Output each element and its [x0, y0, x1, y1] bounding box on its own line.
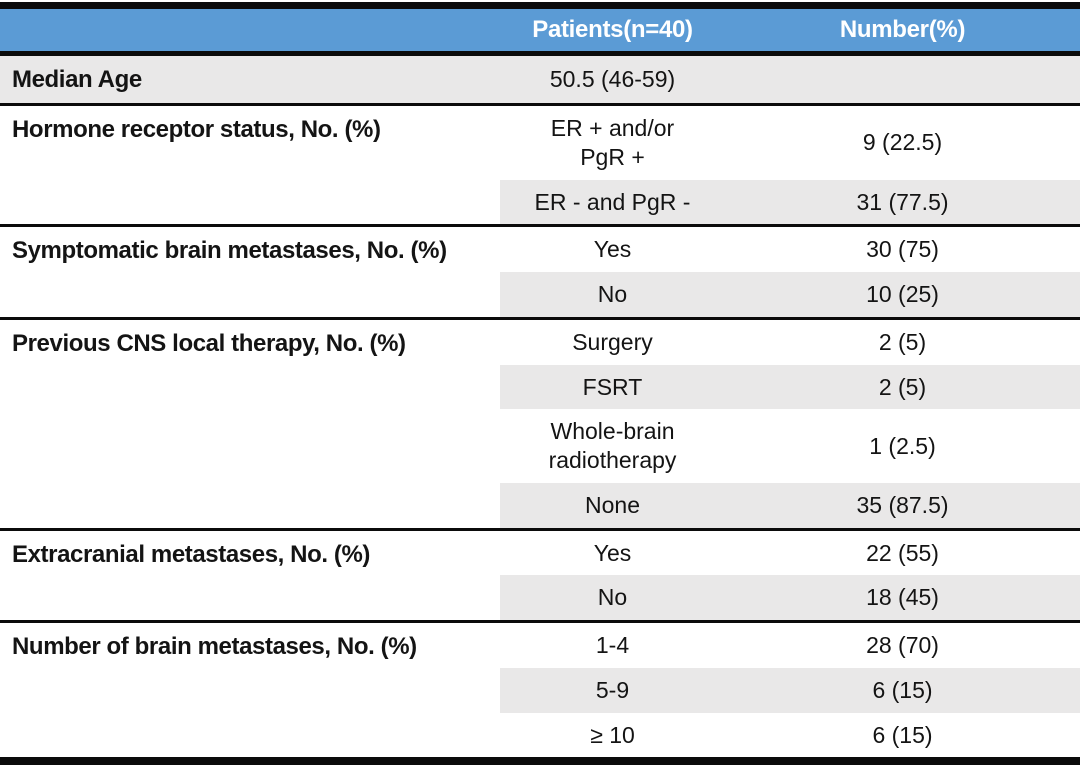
row-value: No — [500, 575, 725, 622]
row-value: Whole-brain radiotherapy — [548, 418, 677, 473]
row-value: ER - and PgR - — [500, 179, 725, 226]
row-value: Surgery — [500, 316, 725, 365]
row-number: 30 (75) — [725, 224, 1080, 272]
row-number: 2 (5) — [725, 316, 1080, 365]
table-row: None 35 (87.5) — [0, 482, 1080, 529]
table-row: Previous CNS local therapy, No. (%) Surge… — [0, 316, 1080, 529]
row-value: ER + and/or PgR + — [500, 103, 725, 180]
row-value: FSRT — [500, 364, 725, 410]
table-row: Whole-brain radiotherapy 1 (2.5) — [0, 409, 1080, 483]
section-label: Number of brain metastases, No. (%) — [0, 620, 500, 762]
row-number: 6 (15) — [872, 721, 933, 748]
table-row: No 10 (25) — [0, 272, 1080, 319]
row-value: 50.5 (46-59) — [500, 52, 725, 105]
row-number: 1 (2.5) — [869, 432, 936, 459]
section-label: Symptomatic brain metastases, No. (%) — [0, 224, 500, 319]
section-label: Previous CNS local therapy, No. (%) — [0, 316, 500, 529]
row-number — [725, 52, 1080, 105]
table-row: Median Age 50.5 (46-59) — [0, 52, 1080, 105]
row-number: 28 (70) — [725, 619, 1080, 668]
row-number: 2 (5) — [725, 364, 1080, 410]
table-row: Symptomatic brain metastases, No. (%) Yes… — [0, 224, 1080, 319]
table-header: Patients(n=40) Number(%) — [0, 5, 1080, 56]
row-number: 22 (55) — [725, 527, 1080, 576]
table-row: Extracranial metastases, No. (%) Yes 22 (5… — [0, 527, 1080, 622]
row-number: 35 (87.5) — [725, 482, 1080, 529]
patient-characteristics-table: Patients(n=40) Number(%) Median Age 50.5 … — [0, 2, 1080, 766]
table-row: FSRT 2 (5) — [0, 364, 1080, 410]
table-row: Number of brain metastases, No. (%) 1-4 28… — [0, 619, 1080, 762]
section-label: Extracranial metastases, No. (%) — [0, 527, 500, 622]
table-row: Hormone receptor status, No. (%) ER + and… — [0, 102, 1080, 226]
table-row: ≥ 10 6 (15) — [0, 713, 1080, 762]
row-value: Yes — [500, 527, 725, 576]
row-number: 18 (45) — [725, 575, 1080, 622]
header-number: Number(%) — [725, 5, 1080, 56]
row-number: 6 (15) — [725, 667, 1080, 713]
row-number: 31 (77.5) — [725, 179, 1080, 226]
row-value: 5-9 — [500, 667, 725, 713]
section-label: Median Age — [0, 52, 500, 105]
header-patients: Patients(n=40) — [500, 5, 725, 56]
table-row: No 18 (45) — [0, 575, 1080, 622]
row-value: No — [500, 272, 725, 319]
table-body: Median Age 50.5 (46-59) Hormone receptor s… — [0, 52, 1080, 762]
header-spacer — [0, 5, 500, 56]
row-value: None — [500, 482, 725, 529]
row-value: Yes — [500, 224, 725, 272]
row-number: 9 (22.5) — [725, 103, 1080, 180]
row-number: 10 (25) — [725, 272, 1080, 319]
row-value: 1-4 — [500, 619, 725, 668]
section-label: Hormone receptor status, No. (%) — [0, 102, 500, 226]
table-row: 5-9 6 (15) — [0, 667, 1080, 713]
row-value: ≥ 10 — [590, 721, 635, 748]
header-row: Patients(n=40) Number(%) — [0, 5, 1080, 56]
table-row: ER - and PgR -31 (77.5) — [0, 179, 1080, 226]
